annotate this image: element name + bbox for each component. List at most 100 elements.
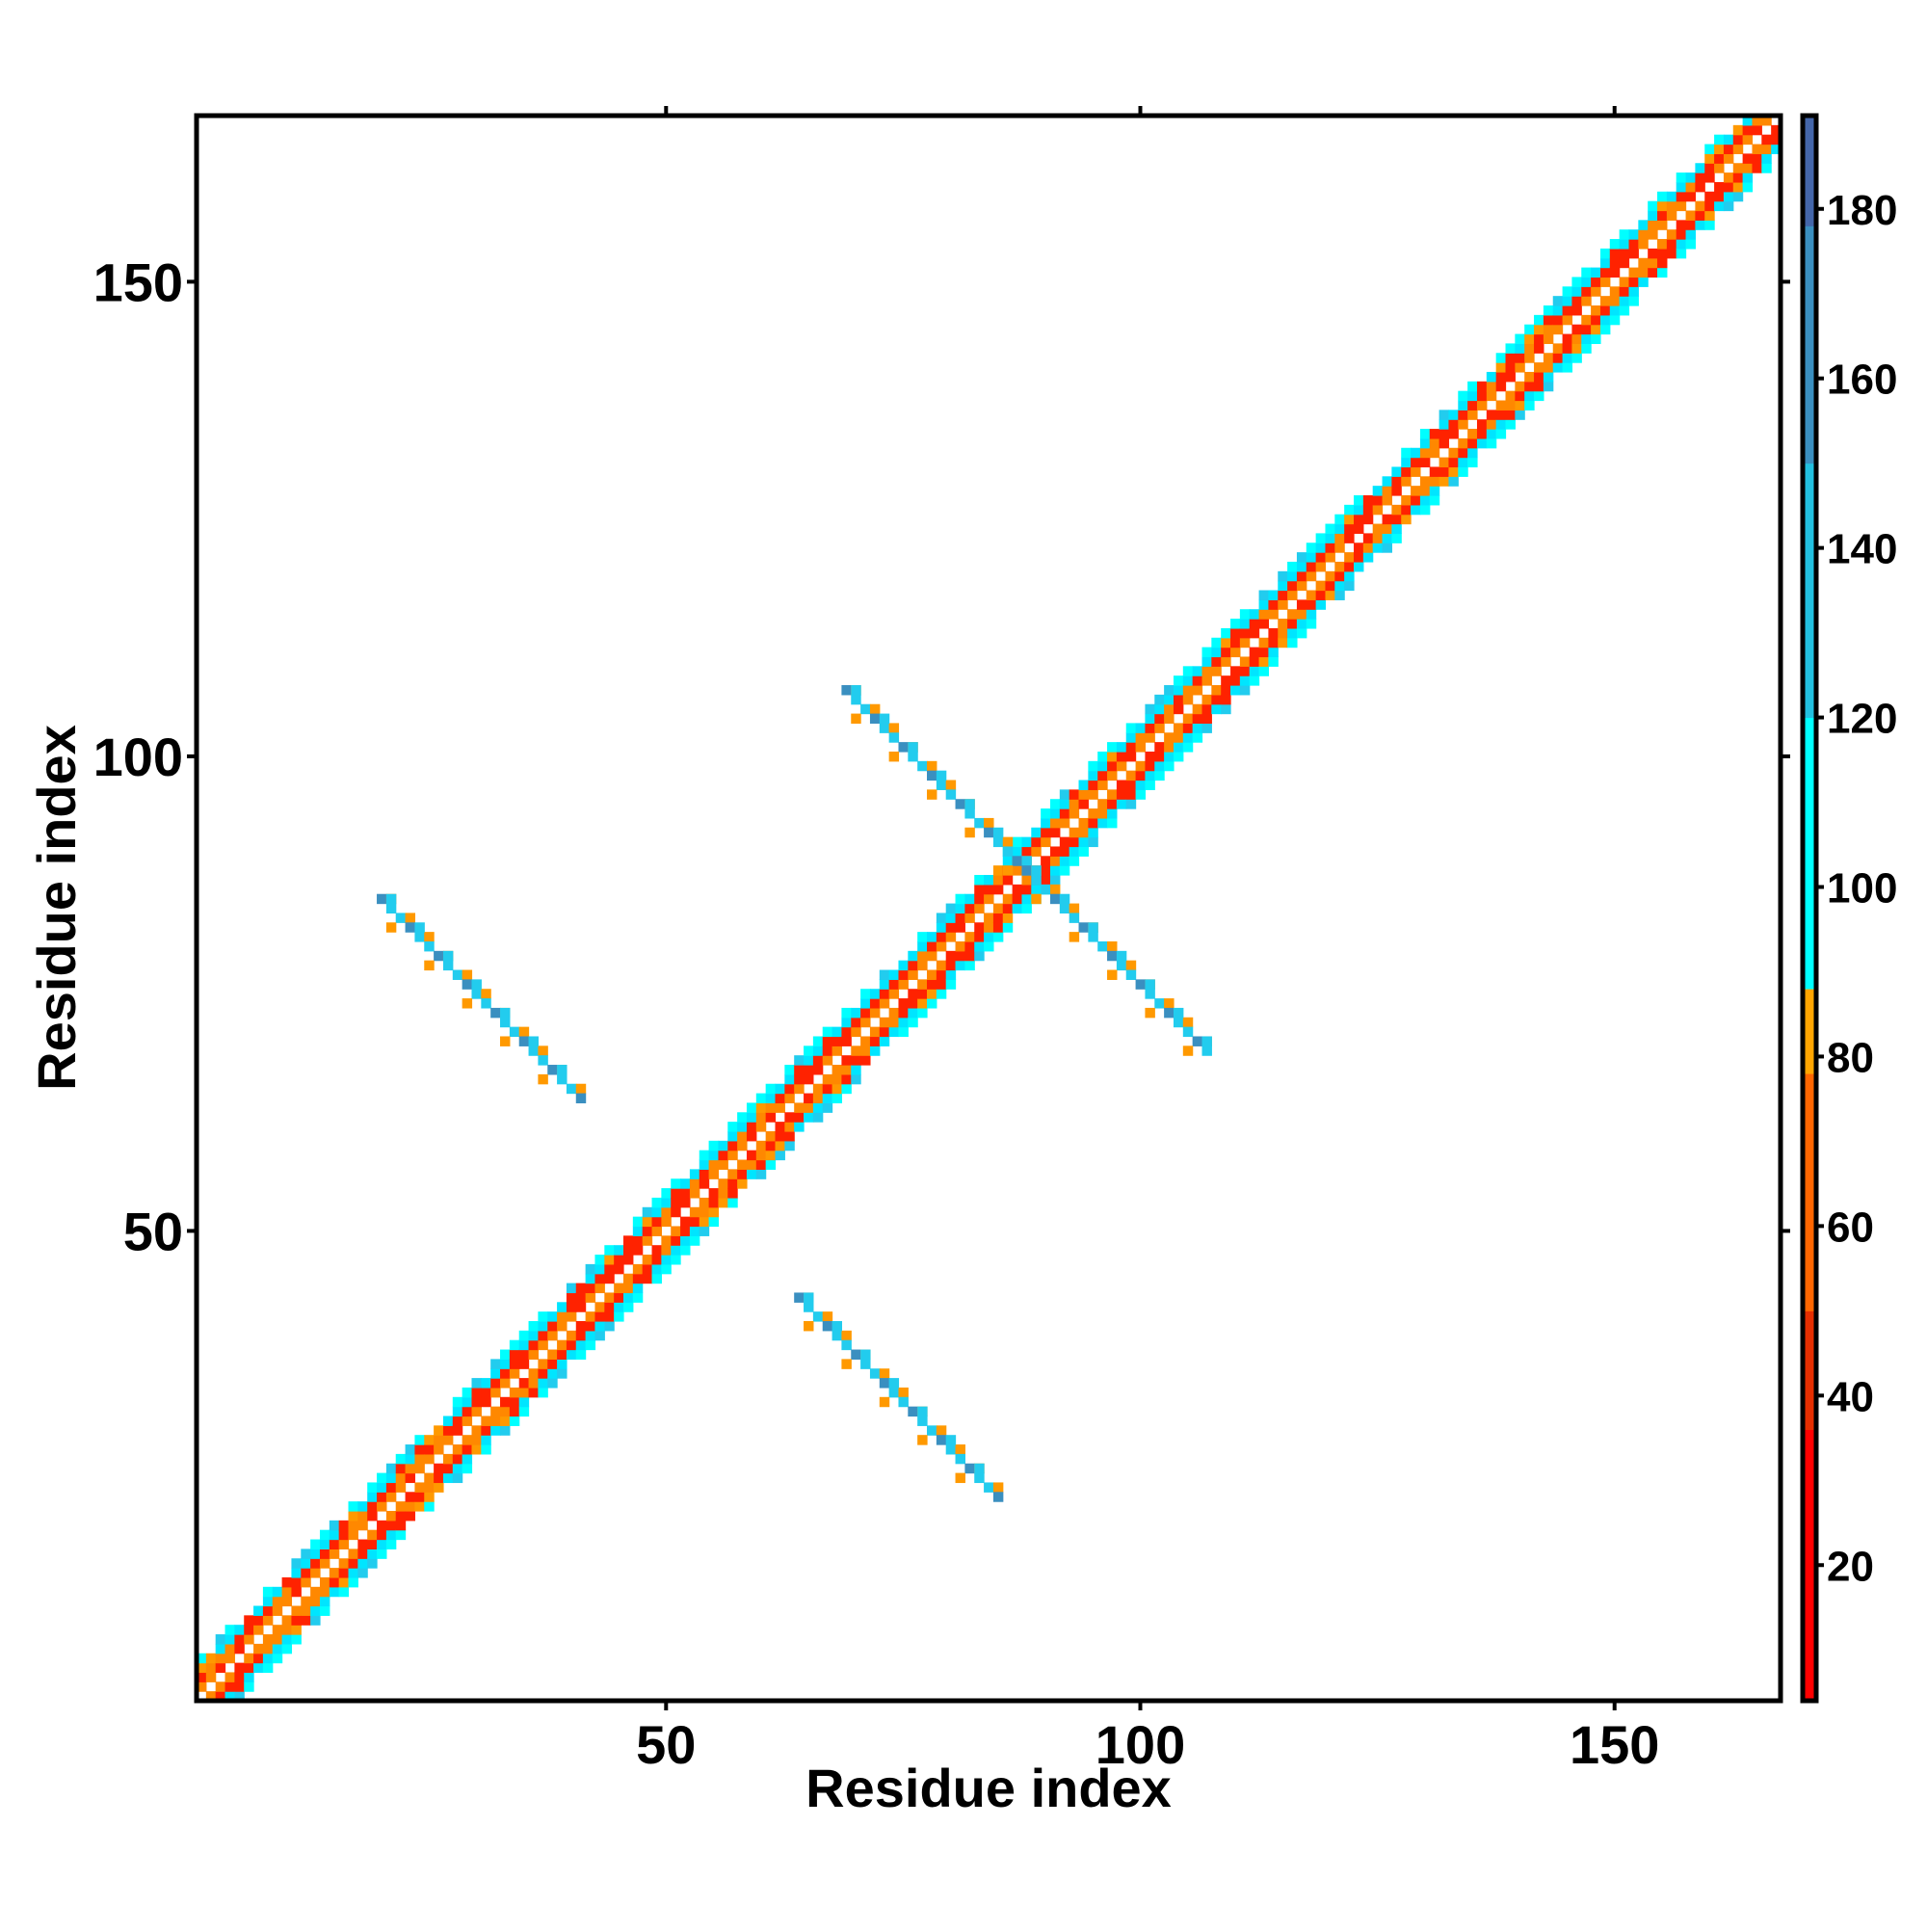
heatmap-cell — [822, 1102, 833, 1113]
heatmap-cell — [1296, 552, 1307, 563]
heatmap-cell — [481, 1387, 491, 1398]
heatmap-cell — [301, 1558, 311, 1569]
heatmap-cell — [765, 1083, 777, 1095]
heatmap-cell — [1552, 324, 1564, 335]
heatmap-cell — [1221, 647, 1231, 658]
heatmap-cell — [1628, 277, 1639, 287]
heatmap-cell — [452, 1444, 463, 1455]
heatmap-cell — [604, 1263, 615, 1275]
heatmap-cell — [357, 1501, 368, 1512]
heatmap-cell — [1069, 808, 1080, 819]
heatmap-cell — [1742, 181, 1754, 193]
heatmap-cell — [1059, 846, 1070, 857]
heatmap-cell — [518, 1036, 530, 1046]
heatmap-cell — [1362, 552, 1374, 563]
heatmap-cell — [1012, 836, 1023, 848]
heatmap-cell — [822, 1073, 833, 1085]
heatmap-cell — [841, 1359, 852, 1369]
heatmap-cell — [689, 1169, 700, 1179]
heatmap-cell — [1268, 647, 1279, 658]
heatmap-cell — [1419, 476, 1431, 487]
heatmap-cell — [566, 1311, 577, 1322]
heatmap-cell — [1107, 742, 1118, 753]
heatmap-cell — [272, 1625, 283, 1635]
heatmap-cell — [671, 1178, 681, 1189]
heatmap-cell — [642, 1226, 653, 1236]
heatmap-cell — [879, 969, 890, 980]
heatmap-cell — [1192, 732, 1203, 743]
heatmap-cell — [964, 940, 975, 952]
heatmap-cell — [1609, 267, 1621, 278]
heatmap-cell — [671, 1235, 681, 1246]
heatmap-cell — [1287, 570, 1298, 582]
heatmap-cell — [348, 1510, 358, 1522]
heatmap-cell — [1021, 865, 1032, 876]
heatmap-cell — [1676, 191, 1687, 202]
heatmap-cell — [1315, 590, 1327, 600]
heatmap-cell — [604, 1302, 615, 1312]
heatmap-cell — [1334, 590, 1345, 600]
heatmap-cell — [841, 1007, 852, 1019]
heatmap-cell — [1021, 893, 1032, 905]
heatmap-cell — [1059, 893, 1070, 905]
heatmap-cell — [1069, 903, 1080, 914]
heatmap-cell — [1069, 932, 1080, 942]
heatmap-cell — [442, 1472, 454, 1484]
heatmap-cell — [462, 1416, 473, 1426]
heatmap-cell — [945, 1444, 957, 1455]
heatmap-cell — [822, 1055, 833, 1066]
heatmap-cell — [1534, 362, 1544, 373]
heatmap-cell — [1173, 742, 1184, 753]
heatmap-cell — [1211, 666, 1222, 676]
heatmap-cell — [784, 1065, 795, 1075]
heatmap-cell — [1515, 410, 1525, 420]
heatmap-cell — [377, 893, 387, 905]
heatmap-cell — [594, 1302, 605, 1312]
heatmap-cell — [1135, 789, 1147, 800]
heatmap-cell — [557, 1368, 568, 1379]
heatmap-cell — [1704, 163, 1715, 173]
heatmap-cell — [1362, 533, 1374, 543]
heatmap-cell — [860, 998, 871, 1009]
heatmap-cell — [338, 1539, 350, 1549]
heatmap-cell — [434, 1463, 444, 1474]
heatmap-cell — [869, 998, 881, 1009]
heatmap-cell — [1411, 466, 1421, 477]
heatmap-cell — [500, 1425, 511, 1436]
heatmap-cell — [1552, 353, 1564, 363]
heatmap-cell — [452, 1406, 463, 1417]
heatmap-cell — [500, 1416, 511, 1426]
heatmap-cell — [765, 1112, 777, 1123]
heatmap-cell — [1201, 656, 1212, 667]
heatmap-cell — [632, 1273, 644, 1284]
heatmap-cell — [1552, 343, 1564, 354]
heatmap-cell — [955, 893, 965, 905]
heatmap-cell — [1515, 390, 1525, 402]
heatmap-cell — [632, 1226, 644, 1236]
heatmap-cell — [348, 1529, 358, 1541]
heatmap-cell — [414, 1463, 425, 1474]
heatmap-cell — [1049, 827, 1061, 838]
heatmap-cell — [566, 1302, 577, 1312]
heatmap-cell — [385, 922, 397, 933]
heatmap-cell — [1752, 163, 1762, 173]
heatmap-cell — [1429, 466, 1440, 477]
heatmap-cell — [1685, 172, 1696, 183]
heatmap-cell — [481, 998, 491, 1009]
heatmap-cell — [651, 1216, 662, 1228]
heatmap-cell — [1059, 856, 1070, 866]
heatmap-cell — [1742, 124, 1754, 136]
heatmap-cell — [1182, 675, 1194, 686]
heatmap-cell — [755, 1102, 767, 1113]
colorbar-tick-label: 100 — [1827, 865, 1897, 913]
heatmap-cell — [1543, 324, 1554, 335]
heatmap-cell — [385, 1510, 397, 1522]
heatmap-cell — [1591, 324, 1601, 335]
heatmap-cell — [490, 1359, 501, 1369]
heatmap-cell — [1325, 543, 1335, 553]
heatmap-cell — [471, 1406, 482, 1417]
colorbar-tick-label: 160 — [1827, 357, 1897, 404]
heatmap-cell — [1362, 543, 1374, 553]
heatmap-cell — [614, 1255, 624, 1265]
